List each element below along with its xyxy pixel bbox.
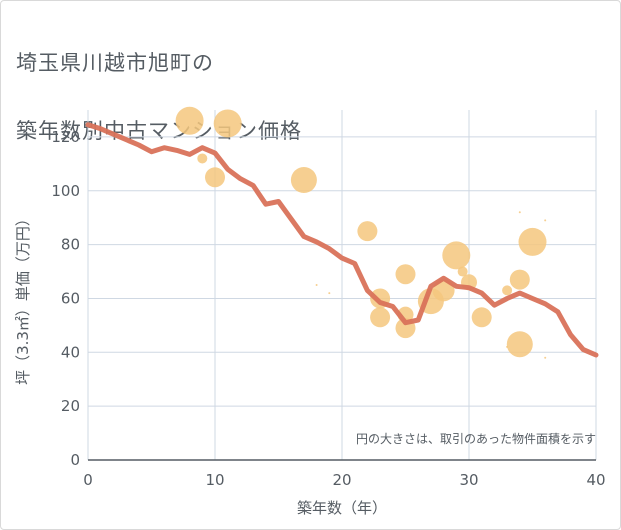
y-tick-label: 0 bbox=[70, 451, 80, 469]
bubble-point bbox=[471, 307, 492, 328]
bubble-point bbox=[506, 331, 533, 358]
x-tick-label: 0 bbox=[83, 471, 93, 489]
bubble-point bbox=[432, 279, 455, 302]
bubble-point bbox=[457, 266, 468, 277]
bubble-point bbox=[290, 167, 317, 193]
bubble-point bbox=[197, 153, 208, 164]
y-tick-label: 20 bbox=[61, 397, 80, 415]
y-tick-label: 60 bbox=[61, 289, 80, 307]
bubble-point bbox=[502, 285, 513, 296]
y-tick-label: 120 bbox=[51, 128, 80, 146]
bubble-point bbox=[509, 269, 530, 290]
average-price-line bbox=[85, 122, 599, 358]
bubble-point bbox=[544, 356, 547, 359]
ticks: 0 20 40 60 80 100 120 0 10 20 30 40 bbox=[51, 128, 605, 489]
x-tick-label: 10 bbox=[205, 471, 224, 489]
bubble-point bbox=[213, 109, 242, 138]
chart-title: 埼玉県川越市旭町の 築年数別中古マンション価格 bbox=[16, 12, 302, 182]
bubble-point bbox=[315, 284, 318, 286]
y-axis-label: 坪（3.3㎡）単価（万円） bbox=[14, 211, 32, 385]
bubble-point bbox=[518, 227, 547, 256]
bubble-point bbox=[395, 264, 416, 285]
bubble-point bbox=[205, 167, 225, 188]
bubble-point bbox=[544, 219, 547, 222]
y-tick-label: 40 bbox=[61, 343, 80, 361]
bubble-point bbox=[442, 241, 471, 270]
bubble-point bbox=[175, 106, 204, 135]
x-axis-label: 築年数（年） bbox=[297, 499, 387, 517]
x-tick-label: 30 bbox=[459, 471, 478, 489]
x-tick-label: 20 bbox=[332, 471, 351, 489]
trend-line-layer bbox=[85, 122, 599, 358]
y-tick-label: 100 bbox=[51, 182, 80, 200]
bubbles bbox=[175, 106, 547, 359]
bubble-size-note: 円の大きさは、取引のあった物件面積を示す bbox=[356, 431, 596, 446]
bubble-point bbox=[518, 211, 521, 214]
chart-title-line-2: 築年数別中古マンション価格 bbox=[16, 119, 302, 143]
chart-title-line-1: 埼玉県川越市旭町の bbox=[16, 51, 214, 75]
bubble-point bbox=[357, 221, 378, 242]
x-tick-label: 40 bbox=[586, 471, 605, 489]
bubble-point bbox=[370, 307, 391, 328]
bubble-point bbox=[328, 292, 331, 295]
y-tick-label: 80 bbox=[61, 236, 80, 254]
grid bbox=[87, 110, 597, 461]
